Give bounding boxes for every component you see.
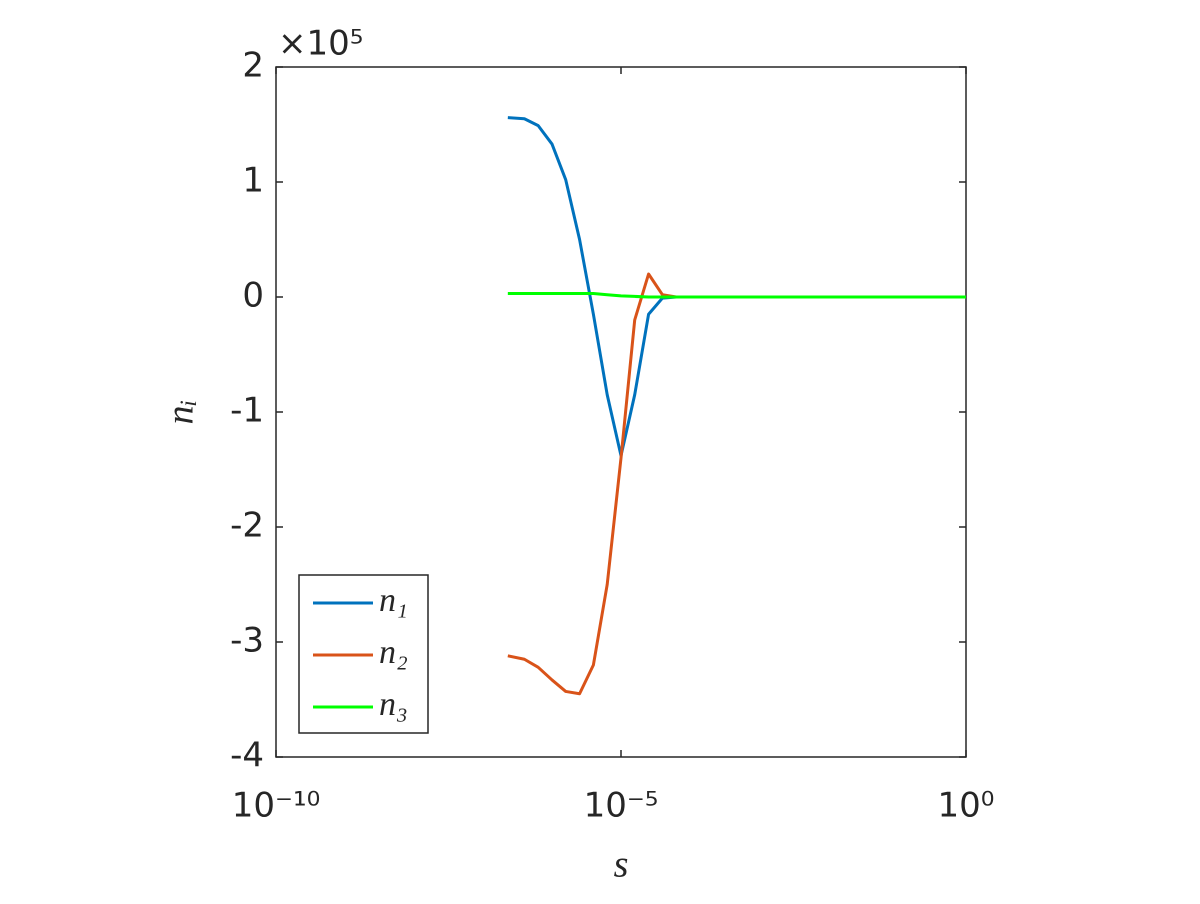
x-tick-label: 10⁰	[938, 786, 995, 826]
legend-label: n₃	[379, 686, 408, 723]
y-tick-label: -1	[230, 391, 264, 431]
y-tick-label: 1	[242, 161, 264, 201]
y-axis-label: nᵢ	[160, 399, 202, 424]
y-tick-label: 2	[242, 46, 264, 86]
line	[507, 272, 690, 696]
y-tick-label: -4	[230, 736, 264, 776]
line	[507, 116, 690, 458]
line	[507, 292, 966, 299]
y-multiplier: ×10⁵	[278, 24, 363, 64]
y-tick-label: -3	[230, 621, 264, 661]
x-axis-label: s	[614, 844, 629, 886]
legend-label: n₂	[379, 634, 408, 671]
y-tick-label: 0	[242, 276, 264, 316]
x-tick-label: 10⁻⁵	[584, 786, 659, 826]
legend-label: n₁	[379, 582, 408, 619]
y-tick-label: -2	[230, 506, 264, 546]
x-tick-label: 10⁻¹⁰	[232, 786, 320, 826]
